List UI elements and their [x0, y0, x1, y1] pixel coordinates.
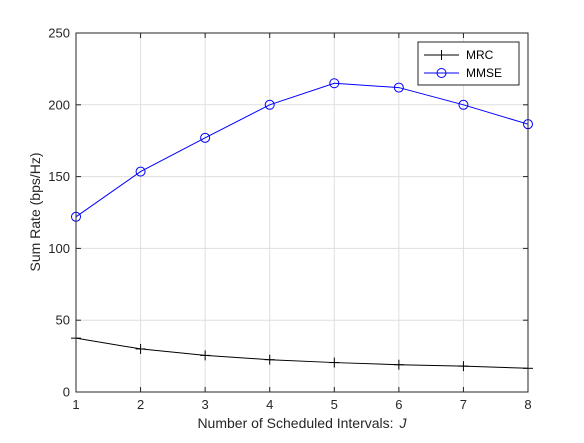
data-point-mmse: [329, 78, 340, 89]
data-point-mrc: [458, 361, 469, 372]
x-tick-label: 4: [266, 397, 273, 412]
data-point-mmse: [458, 99, 469, 110]
x-tick-label: 2: [137, 397, 144, 412]
legend-entry-mrc: MRC: [424, 48, 494, 62]
legend-entry-mmse: MMSE: [424, 66, 502, 80]
x-axis-label-symbol: J: [399, 415, 408, 431]
data-point-mrc: [393, 359, 404, 370]
series-mrc: [71, 333, 533, 374]
plot-area: [76, 33, 528, 392]
data-point-mmse: [264, 99, 275, 110]
x-tick-label: 6: [395, 397, 402, 412]
ticks: [75, 32, 529, 393]
x-tick-label: 7: [460, 397, 467, 412]
data-point-mrc: [329, 357, 340, 368]
y-axis-label: Sum Rate (bps/Hz): [27, 152, 43, 271]
data-point-mmse: [200, 132, 211, 143]
legend-entries: MRC MMSE: [424, 48, 502, 80]
x-axis-label: Number of Scheduled Intervals: J: [197, 415, 407, 431]
legend-marker-mmse: [436, 68, 447, 78]
data-point-mrc: [200, 350, 211, 361]
x-tick-label: 5: [331, 397, 338, 412]
data-point-mrc: [264, 354, 275, 365]
legend-box: [417, 41, 520, 86]
data-point-mmse: [393, 82, 404, 93]
series-line-mrc: [75, 337, 529, 369]
data-point-mmse: [135, 166, 146, 177]
y-tick-labels: 0 50 100 150 200 250: [48, 26, 70, 400]
series-mmse: [71, 78, 533, 222]
legend-marker-mrc: [436, 50, 447, 60]
legend-label-mmse: MMSE: [466, 66, 502, 80]
y-tick-label: 50: [56, 313, 70, 328]
y-tick-label: 150: [48, 169, 70, 184]
x-tick-label: 8: [524, 397, 531, 412]
x-tick-label: 3: [202, 397, 209, 412]
legend: MRC MMSE: [417, 41, 520, 86]
y-tick-label: 0: [63, 385, 70, 400]
x-tick-label: 1: [72, 397, 79, 412]
y-tick-label: 250: [48, 26, 70, 41]
series-layer: [71, 78, 533, 374]
y-tick-label: 200: [48, 97, 70, 112]
x-tick-labels: 1 2 3 4 5 6 7 8: [72, 397, 531, 412]
series-line-mmse: [75, 82, 529, 218]
data-point-mrc: [135, 343, 146, 354]
x-axis-label-text: Number of Scheduled Intervals:: [197, 415, 393, 431]
legend-label-mrc: MRC: [466, 48, 494, 62]
plot-frame: [75, 32, 529, 393]
y-tick-label: 100: [48, 241, 70, 256]
